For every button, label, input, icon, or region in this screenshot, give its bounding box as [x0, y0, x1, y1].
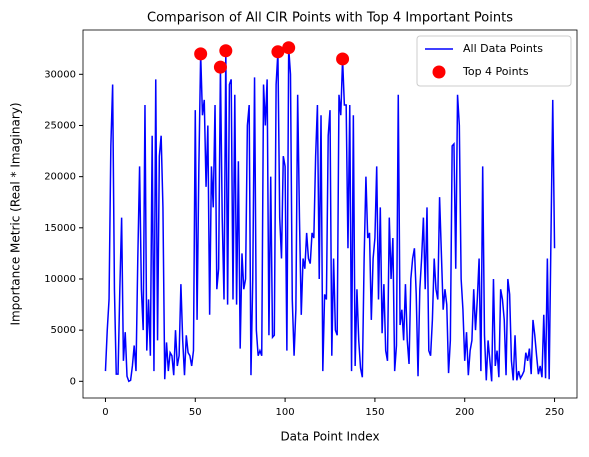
top-point — [282, 41, 296, 55]
top-point — [336, 52, 350, 66]
y-tick-label: 20000 — [44, 172, 76, 183]
x-tick-label: 250 — [545, 407, 564, 418]
plot-frame — [82, 29, 578, 399]
x-tick-label: 200 — [455, 407, 474, 418]
legend-box — [416, 35, 572, 87]
y-tick-label: 30000 — [44, 69, 76, 80]
y-tick-label: 5000 — [51, 325, 76, 336]
x-tick-label: 0 — [102, 407, 108, 418]
y-tick-label: 0 — [70, 376, 76, 387]
chart-title: Comparison of All CIR Points with Top 4 … — [147, 11, 513, 26]
top-point — [219, 44, 233, 58]
x-tick-label: 150 — [365, 407, 384, 418]
y-tick-label: 10000 — [44, 274, 76, 285]
x-tick-label: 50 — [189, 407, 202, 418]
legend-label: All Data Points — [463, 42, 543, 55]
top-point — [194, 47, 208, 61]
x-axis-label: Data Point Index — [280, 430, 379, 444]
y-axis-label: Importance Metric (Real * Imaginary) — [9, 102, 23, 325]
data-line — [104, 47, 556, 383]
y-tick-label: 25000 — [44, 120, 76, 131]
top-point — [271, 45, 285, 59]
legend-label: Top 4 Points — [462, 65, 529, 78]
top-point — [213, 60, 227, 74]
y-tick-label: 15000 — [44, 223, 76, 234]
x-tick-label: 100 — [276, 407, 295, 418]
legend-marker — [432, 65, 446, 79]
